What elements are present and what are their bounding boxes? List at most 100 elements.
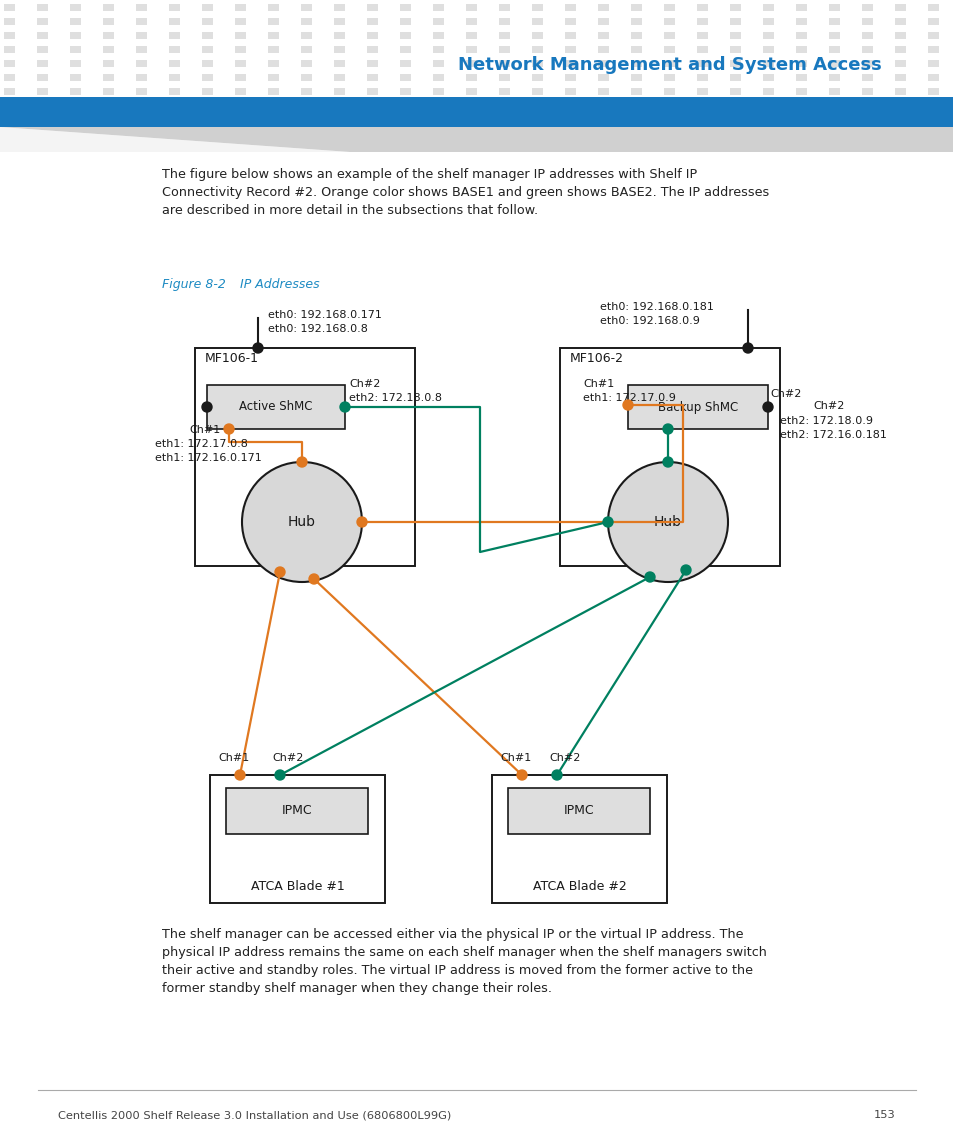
Text: Ch#2: Ch#2: [769, 389, 801, 398]
FancyBboxPatch shape: [234, 60, 246, 68]
FancyBboxPatch shape: [268, 88, 278, 95]
FancyBboxPatch shape: [334, 32, 345, 39]
FancyBboxPatch shape: [301, 88, 312, 95]
FancyBboxPatch shape: [367, 32, 377, 39]
FancyBboxPatch shape: [433, 32, 443, 39]
FancyBboxPatch shape: [762, 32, 773, 39]
Text: IP Addresses: IP Addresses: [240, 278, 319, 291]
Circle shape: [202, 402, 212, 412]
FancyBboxPatch shape: [37, 3, 48, 11]
Text: eth0: 192.168.0.9: eth0: 192.168.0.9: [599, 316, 700, 326]
Text: Backup ShMC: Backup ShMC: [658, 401, 738, 413]
FancyBboxPatch shape: [862, 3, 872, 11]
Circle shape: [662, 457, 672, 467]
Text: Hub: Hub: [288, 515, 315, 529]
FancyBboxPatch shape: [103, 32, 113, 39]
FancyBboxPatch shape: [136, 18, 147, 25]
FancyBboxPatch shape: [862, 74, 872, 81]
FancyBboxPatch shape: [795, 60, 806, 68]
Text: Figure 8-2: Figure 8-2: [162, 278, 226, 291]
FancyBboxPatch shape: [630, 18, 641, 25]
FancyBboxPatch shape: [894, 88, 905, 95]
FancyBboxPatch shape: [862, 88, 872, 95]
FancyBboxPatch shape: [465, 3, 476, 11]
FancyBboxPatch shape: [207, 385, 345, 429]
FancyBboxPatch shape: [762, 3, 773, 11]
FancyBboxPatch shape: [862, 32, 872, 39]
FancyBboxPatch shape: [828, 88, 840, 95]
FancyBboxPatch shape: [136, 60, 147, 68]
FancyBboxPatch shape: [4, 60, 15, 68]
FancyBboxPatch shape: [465, 60, 476, 68]
Text: eth2: 172.18.0.9: eth2: 172.18.0.9: [780, 416, 872, 426]
Circle shape: [234, 769, 245, 780]
FancyBboxPatch shape: [103, 18, 113, 25]
FancyBboxPatch shape: [498, 88, 510, 95]
Circle shape: [680, 564, 690, 575]
Text: The figure below shows an example of the shelf manager IP addresses with Shelf I: The figure below shows an example of the…: [162, 168, 768, 218]
FancyBboxPatch shape: [4, 32, 15, 39]
FancyBboxPatch shape: [194, 348, 415, 566]
Text: MF106-2: MF106-2: [569, 352, 623, 365]
FancyBboxPatch shape: [334, 60, 345, 68]
FancyBboxPatch shape: [894, 18, 905, 25]
FancyBboxPatch shape: [169, 18, 180, 25]
FancyBboxPatch shape: [234, 18, 246, 25]
FancyBboxPatch shape: [697, 88, 707, 95]
FancyBboxPatch shape: [465, 46, 476, 53]
Text: eth1: 172.17.0.8: eth1: 172.17.0.8: [154, 439, 248, 449]
FancyBboxPatch shape: [4, 88, 15, 95]
FancyBboxPatch shape: [828, 3, 840, 11]
FancyBboxPatch shape: [532, 18, 542, 25]
FancyBboxPatch shape: [70, 88, 81, 95]
FancyBboxPatch shape: [433, 60, 443, 68]
Circle shape: [742, 344, 752, 353]
Circle shape: [644, 572, 655, 582]
FancyBboxPatch shape: [564, 46, 576, 53]
FancyBboxPatch shape: [399, 3, 411, 11]
FancyBboxPatch shape: [202, 46, 213, 53]
FancyBboxPatch shape: [301, 74, 312, 81]
FancyBboxPatch shape: [564, 74, 576, 81]
Text: 153: 153: [873, 1110, 895, 1120]
FancyBboxPatch shape: [729, 18, 740, 25]
FancyBboxPatch shape: [37, 18, 48, 25]
FancyBboxPatch shape: [37, 46, 48, 53]
FancyBboxPatch shape: [507, 788, 649, 834]
FancyBboxPatch shape: [795, 46, 806, 53]
FancyBboxPatch shape: [532, 88, 542, 95]
FancyBboxPatch shape: [334, 46, 345, 53]
Polygon shape: [0, 127, 350, 152]
Text: eth0: 192.168.0.181: eth0: 192.168.0.181: [599, 302, 713, 311]
FancyBboxPatch shape: [70, 3, 81, 11]
Text: Ch#2: Ch#2: [548, 753, 579, 763]
FancyBboxPatch shape: [399, 18, 411, 25]
Text: Hub: Hub: [654, 515, 681, 529]
FancyBboxPatch shape: [663, 60, 675, 68]
FancyBboxPatch shape: [202, 32, 213, 39]
FancyBboxPatch shape: [367, 46, 377, 53]
FancyBboxPatch shape: [927, 18, 938, 25]
FancyBboxPatch shape: [37, 32, 48, 39]
FancyBboxPatch shape: [564, 60, 576, 68]
Circle shape: [253, 344, 263, 353]
FancyBboxPatch shape: [202, 3, 213, 11]
FancyBboxPatch shape: [762, 60, 773, 68]
FancyBboxPatch shape: [927, 88, 938, 95]
Circle shape: [607, 461, 727, 582]
FancyBboxPatch shape: [465, 74, 476, 81]
Circle shape: [517, 769, 526, 780]
FancyBboxPatch shape: [862, 60, 872, 68]
FancyBboxPatch shape: [532, 46, 542, 53]
FancyBboxPatch shape: [136, 88, 147, 95]
FancyBboxPatch shape: [4, 3, 15, 11]
FancyBboxPatch shape: [169, 3, 180, 11]
FancyBboxPatch shape: [564, 18, 576, 25]
FancyBboxPatch shape: [795, 18, 806, 25]
FancyBboxPatch shape: [630, 88, 641, 95]
Circle shape: [552, 769, 561, 780]
FancyBboxPatch shape: [4, 74, 15, 81]
FancyBboxPatch shape: [564, 88, 576, 95]
FancyBboxPatch shape: [103, 74, 113, 81]
FancyBboxPatch shape: [697, 32, 707, 39]
